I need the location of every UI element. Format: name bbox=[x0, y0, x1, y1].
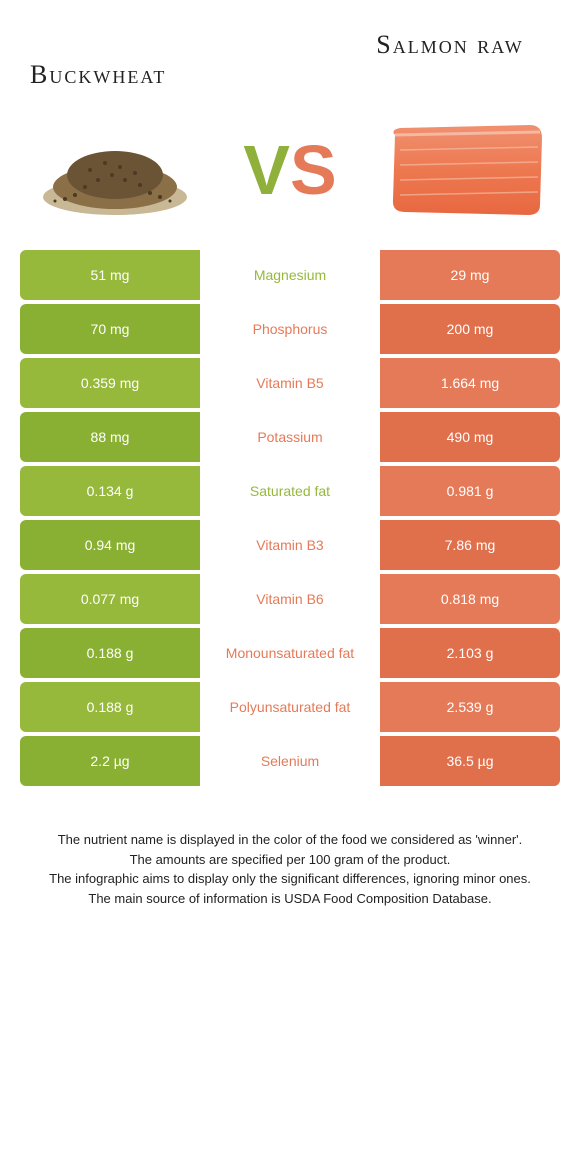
nutrient-label: Vitamin B3 bbox=[200, 520, 380, 570]
nutrient-value-left: 51 mg bbox=[20, 250, 200, 300]
table-row: 0.134 gSaturated fat0.981 g bbox=[20, 466, 560, 516]
table-row: 0.359 mgVitamin B51.664 mg bbox=[20, 358, 560, 408]
nutrient-value-left: 0.188 g bbox=[20, 682, 200, 732]
nutrient-value-left: 0.077 mg bbox=[20, 574, 200, 624]
nutrient-value-right: 7.86 mg bbox=[380, 520, 560, 570]
nutrient-value-right: 2.539 g bbox=[380, 682, 560, 732]
nutrient-value-right: 1.664 mg bbox=[380, 358, 560, 408]
nutrient-value-right: 2.103 g bbox=[380, 628, 560, 678]
table-row: 51 mgMagnesium29 mg bbox=[20, 250, 560, 300]
nutrient-label: Selenium bbox=[200, 736, 380, 786]
nutrient-label: Magnesium bbox=[200, 250, 380, 300]
nutrient-value-left: 0.359 mg bbox=[20, 358, 200, 408]
table-row: 0.188 gMonounsaturated fat2.103 g bbox=[20, 628, 560, 678]
nutrient-value-left: 2.2 µg bbox=[20, 736, 200, 786]
nutrient-value-right: 200 mg bbox=[380, 304, 560, 354]
vs-label: VS bbox=[243, 135, 336, 205]
footer-line: The amounts are specified per 100 gram o… bbox=[30, 850, 550, 870]
footer-line: The main source of information is USDA F… bbox=[30, 889, 550, 909]
nutrient-value-right: 0.981 g bbox=[380, 466, 560, 516]
nutrient-value-left: 0.94 mg bbox=[20, 520, 200, 570]
footer: The nutrient name is displayed in the co… bbox=[0, 790, 580, 928]
nutrient-label: Vitamin B5 bbox=[200, 358, 380, 408]
table-row: 88 mgPotassium490 mg bbox=[20, 412, 560, 462]
nutrient-label: Potassium bbox=[200, 412, 380, 462]
salmon-image bbox=[380, 110, 550, 230]
buckwheat-image bbox=[30, 110, 200, 230]
table-row: 0.188 gPolyunsaturated fat2.539 g bbox=[20, 682, 560, 732]
nutrient-value-left: 0.188 g bbox=[20, 628, 200, 678]
nutrient-label: Saturated fat bbox=[200, 466, 380, 516]
footer-line: The nutrient name is displayed in the co… bbox=[30, 830, 550, 850]
nutrient-value-left: 88 mg bbox=[20, 412, 200, 462]
nutrient-value-right: 0.818 mg bbox=[380, 574, 560, 624]
vs-v-letter: V bbox=[243, 135, 290, 205]
images-row: VS bbox=[0, 100, 580, 250]
title-left: Buckwheat bbox=[30, 30, 230, 90]
nutrient-value-right: 490 mg bbox=[380, 412, 560, 462]
nutrient-value-right: 36.5 µg bbox=[380, 736, 560, 786]
vs-s-letter: S bbox=[290, 135, 337, 205]
table-row: 0.94 mgVitamin B37.86 mg bbox=[20, 520, 560, 570]
nutrient-label: Monounsaturated fat bbox=[200, 628, 380, 678]
nutrient-value-left: 70 mg bbox=[20, 304, 200, 354]
nutrient-label: Polyunsaturated fat bbox=[200, 682, 380, 732]
header: Buckwheat Salmon raw bbox=[0, 0, 580, 100]
nutrient-value-left: 0.134 g bbox=[20, 466, 200, 516]
nutrient-table: 51 mgMagnesium29 mg70 mgPhosphorus200 mg… bbox=[0, 250, 580, 790]
table-row: 0.077 mgVitamin B60.818 mg bbox=[20, 574, 560, 624]
nutrient-label: Phosphorus bbox=[200, 304, 380, 354]
title-right: Salmon raw bbox=[350, 30, 550, 60]
table-row: 2.2 µgSelenium36.5 µg bbox=[20, 736, 560, 786]
nutrient-value-right: 29 mg bbox=[380, 250, 560, 300]
table-row: 70 mgPhosphorus200 mg bbox=[20, 304, 560, 354]
nutrient-label: Vitamin B6 bbox=[200, 574, 380, 624]
footer-line: The infographic aims to display only the… bbox=[30, 869, 550, 889]
